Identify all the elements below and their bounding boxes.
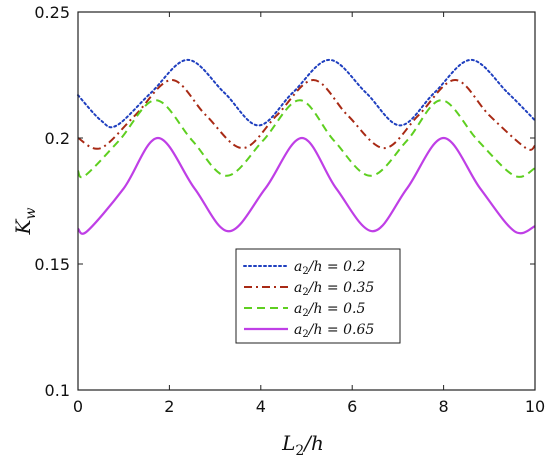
legend-label-var: a (294, 280, 302, 296)
legend-box (235, 248, 401, 344)
series-line-1 (77, 58, 536, 129)
series-line-3 (77, 99, 536, 179)
legend-label-rest: /h = 0.2 (307, 259, 366, 275)
x-axis-label: L2/h (281, 431, 324, 459)
x-tick-label: 6 (347, 397, 357, 416)
legend-label-var: a (294, 259, 302, 275)
plot-frame (77, 11, 536, 391)
legend-label-4: a2/h = 0.65 (294, 322, 374, 340)
legend-label-sub: 2 (302, 287, 308, 298)
legend-label-rest: /h = 0.65 (307, 322, 375, 338)
x-tick-label: 4 (256, 397, 266, 416)
series-line-2 (77, 79, 536, 151)
legend-label-sub: 2 (302, 308, 308, 319)
y-axis-label-sub: w (23, 208, 39, 220)
legend-label-sub: 2 (302, 266, 308, 277)
legend-label-sub: 2 (302, 329, 308, 340)
series-line-4 (77, 136, 536, 235)
x-axis-label-rest: /h (302, 431, 324, 455)
legend-label-3: a2/h = 0.5 (294, 301, 365, 319)
series-layer (77, 58, 536, 235)
legend-label-1: a2/h = 0.2 (294, 259, 365, 277)
legend-label-var: a (294, 301, 302, 317)
tick-layer: 0 2 4 6 8 10 0.1 0.15 0.2 0.25 (34, 3, 545, 416)
legend-label-rest: /h = 0.35 (307, 280, 375, 296)
axes-layer (77, 11, 536, 391)
x-axis-label-sub: 2 (295, 443, 304, 459)
y-axis-label-main: K (11, 218, 35, 235)
x-tick-label: 10 (525, 397, 545, 416)
x-axis-label-main: L (281, 431, 295, 455)
y-tick-label: 0.15 (34, 255, 70, 274)
legend-label-2: a2/h = 0.35 (294, 280, 374, 298)
y-tick-label: 0.1 (45, 381, 70, 400)
legend-label-rest: /h = 0.5 (307, 301, 366, 317)
legend-label-var: a (294, 322, 302, 338)
x-tick-label: 8 (439, 397, 449, 416)
y-tick-label: 0.25 (34, 3, 70, 22)
y-axis-label: Kw (11, 208, 39, 236)
x-tick-label: 2 (164, 397, 174, 416)
y-tick-label: 0.2 (45, 129, 70, 148)
x-tick-label: 0 (73, 397, 83, 416)
